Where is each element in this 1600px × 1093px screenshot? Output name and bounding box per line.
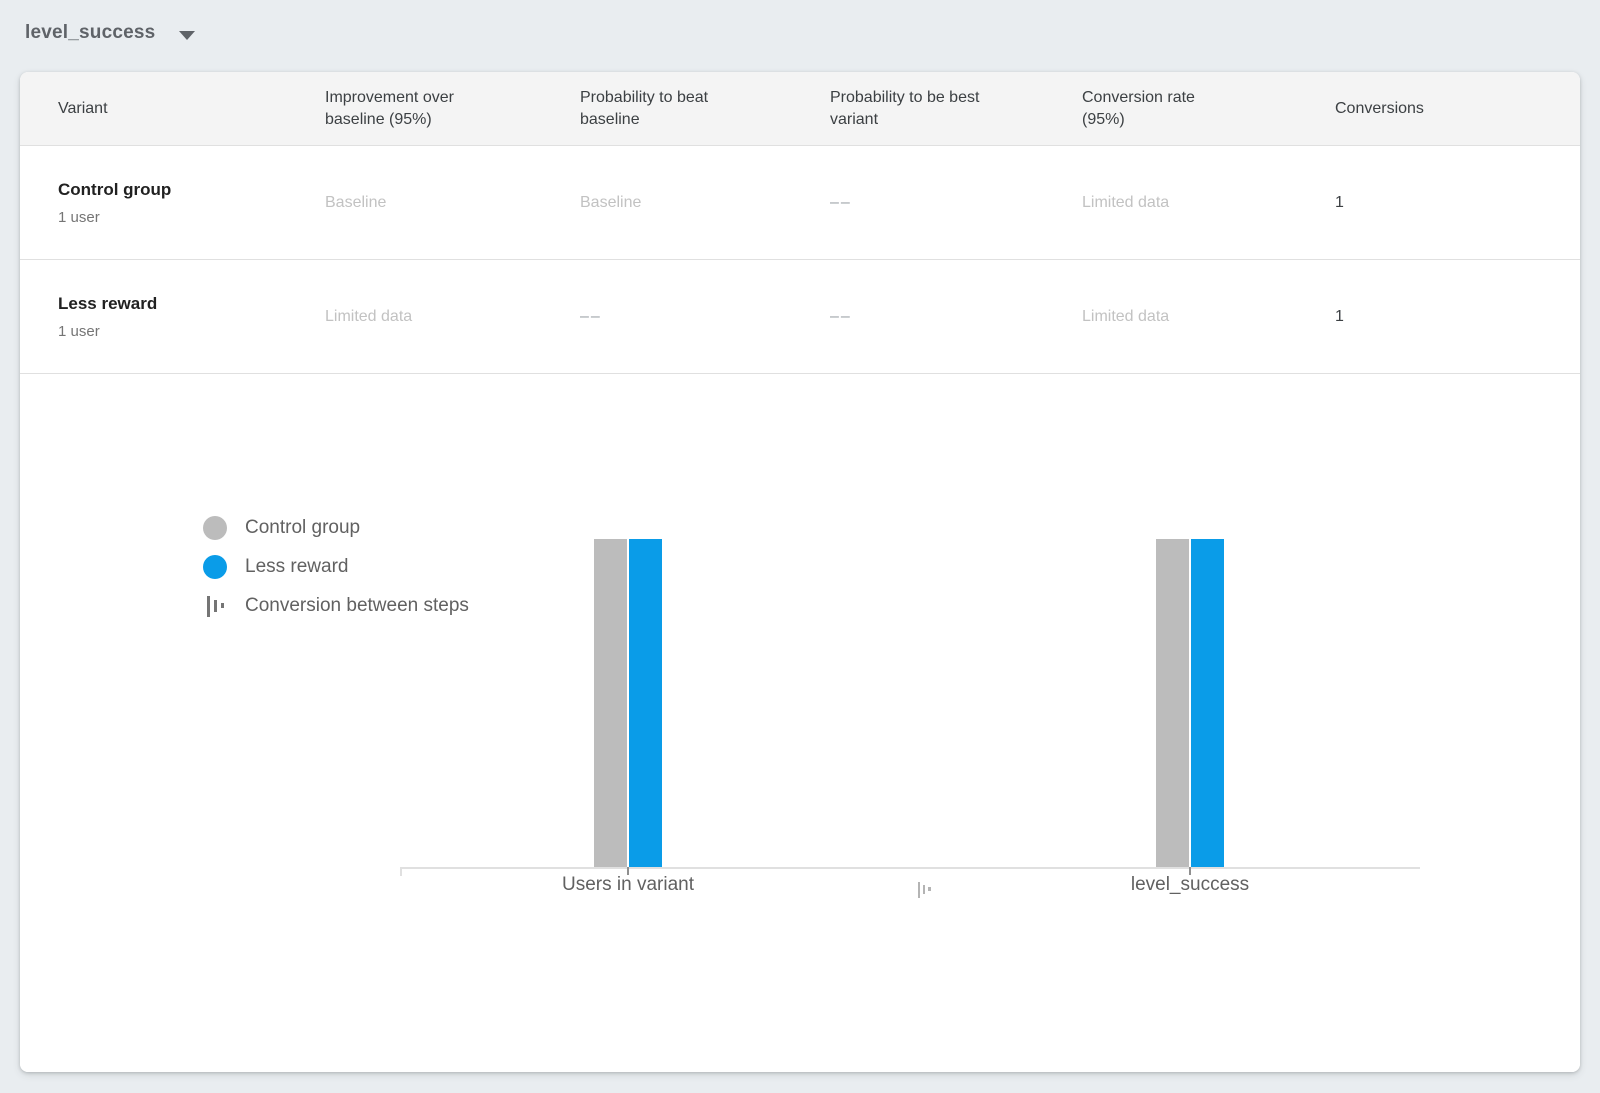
x-axis-end-tick: [400, 867, 402, 876]
chart-legend: Control group Less reward Conversion bet…: [203, 516, 469, 618]
variant-user-count: 1 user: [58, 208, 100, 226]
less-reward-marker-icon: [203, 555, 227, 579]
table-row: Control group 1 user Baseline Baseline –…: [20, 146, 1580, 260]
axis-tick: [1189, 867, 1191, 875]
prob-best-variant-value: ––: [830, 307, 852, 325]
column-header-variant: Variant: [58, 99, 108, 117]
control-group-marker-icon: [203, 516, 227, 540]
legend-label: Conversion between steps: [245, 595, 469, 616]
caret-down-icon: [179, 30, 196, 40]
conversions-value: 1: [1335, 193, 1344, 211]
axis-tick: [627, 867, 629, 875]
column-header-conversions: Conversions: [1335, 99, 1424, 117]
conversion-rate-value: Limited data: [1082, 307, 1170, 325]
legend-item-less-reward: Less reward: [203, 555, 469, 579]
column-header-prob-best-variant: Probability to be best variant: [830, 88, 980, 128]
goal-selector-label: level_success: [25, 22, 156, 43]
prob-beat-baseline-value: Baseline: [580, 193, 642, 211]
variant-user-count: 1 user: [58, 322, 100, 340]
variant-name: Control group: [58, 179, 172, 199]
topbar: level_success: [0, 0, 1600, 72]
variant-cell: Less reward 1 user: [58, 260, 325, 373]
bar-less-reward-users-in-variant: [629, 539, 662, 867]
table-header-row: Variant Improvement over baseline (95%) …: [20, 72, 1580, 146]
conversion-rate-value: Limited data: [1082, 193, 1170, 211]
column-header-improvement: Improvement over baseline (95%): [325, 88, 454, 128]
improvement-value: Baseline: [325, 193, 387, 211]
legend-label: Less reward: [245, 556, 349, 577]
prob-best-variant-value: ––: [830, 193, 852, 211]
goal-selector-dropdown[interactable]: level_success: [25, 22, 196, 44]
column-header-conversion-rate: Conversion rate (95%): [1082, 88, 1195, 128]
x-axis-label: level_success: [1130, 874, 1250, 895]
variant-name: Less reward: [58, 293, 158, 313]
conversions-value: 1: [1335, 307, 1344, 325]
improvement-value: Limited data: [325, 307, 413, 325]
table-row: Less reward 1 user Limited data –– –– Li…: [20, 260, 1580, 374]
prob-beat-baseline-value: ––: [580, 307, 602, 325]
x-axis-label: Users in variant: [562, 874, 694, 895]
legend-item-control-group: Control group: [203, 516, 469, 540]
chart-plot: Control group Less reward Conversion bet…: [20, 374, 1580, 1072]
bar-control-group-level-success: [1156, 539, 1189, 867]
x-axis-line: [400, 867, 1420, 869]
legend-label: Control group: [245, 517, 361, 538]
experiment-results-card: Variant Improvement over baseline (95%) …: [20, 72, 1580, 1072]
bar-less-reward-level-success: [1191, 539, 1224, 867]
bar-control-group-users-in-variant: [594, 539, 627, 867]
conversion-funnel-icon: [206, 595, 224, 617]
variant-cell: Control group 1 user: [58, 146, 325, 259]
column-header-prob-beat-baseline: Probability to beat baseline: [580, 88, 709, 128]
conversion-between-steps-axis-icon: [918, 882, 931, 898]
legend-item-conversion-between-steps: Conversion between steps: [203, 594, 469, 618]
